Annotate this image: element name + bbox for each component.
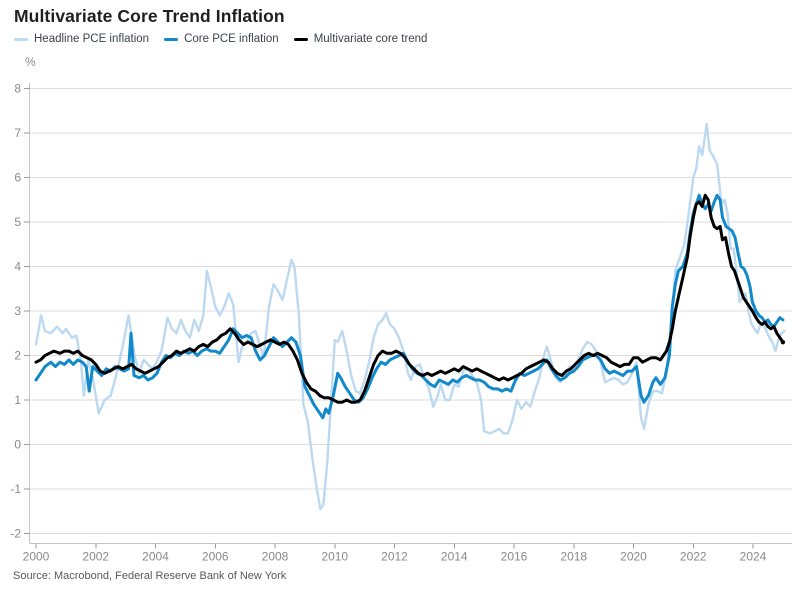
series-line-1 [34,193,785,420]
svg-text:4: 4 [14,260,21,274]
svg-text:1: 1 [14,393,21,407]
svg-text:2006: 2006 [202,550,229,564]
gridlines [29,88,792,534]
series-end-dot [780,339,786,345]
svg-text:7: 7 [14,126,21,140]
legend-line-swatch-trend [293,37,308,41]
svg-text:2020: 2020 [620,550,647,564]
svg-text:0: 0 [14,438,21,452]
svg-text:6: 6 [14,171,21,185]
series-line-0 [34,122,786,511]
svg-text:2022: 2022 [680,550,707,564]
svg-text:2014: 2014 [441,550,468,564]
legend-item-multivariate-trend: Multivariate core trend [293,33,428,45]
svg-text:2010: 2010 [321,550,348,564]
legend-label-trend: Multivariate core trend [313,33,428,45]
svg-text:-1: -1 [10,482,21,496]
legend: Headline PCE inflation Core PCE inflatio… [14,33,427,45]
svg-text:-2: -2 [10,527,21,541]
svg-text:3: 3 [14,304,21,318]
svg-text:2012: 2012 [381,550,408,564]
svg-text:2016: 2016 [501,550,528,564]
svg-text:2004: 2004 [142,550,169,564]
chart-title: Multivariate Core Trend Inflation [14,6,285,26]
legend-item-headline-pce: Headline PCE inflation [14,33,149,45]
svg-text:2: 2 [14,349,21,363]
legend-label-core: Core PCE inflation [184,33,279,45]
legend-label-headline: Headline PCE inflation [34,33,150,45]
series-line-2 [34,193,785,404]
svg-text:2000: 2000 [23,550,50,564]
svg-text:2024: 2024 [740,550,767,564]
svg-text:2002: 2002 [82,550,109,564]
legend-item-core-pce: Core PCE inflation [164,33,279,45]
svg-text:5: 5 [14,215,21,229]
legend-line-swatch-headline [14,37,28,41]
svg-text:2018: 2018 [560,550,587,564]
source-note: Source: Macrobond, Federal Reserve Bank … [13,570,287,582]
svg-text:2008: 2008 [262,550,289,564]
y-axis-unit-label: % [25,55,36,69]
svg-text:8: 8 [14,82,21,96]
legend-line-swatch-core [164,37,179,41]
